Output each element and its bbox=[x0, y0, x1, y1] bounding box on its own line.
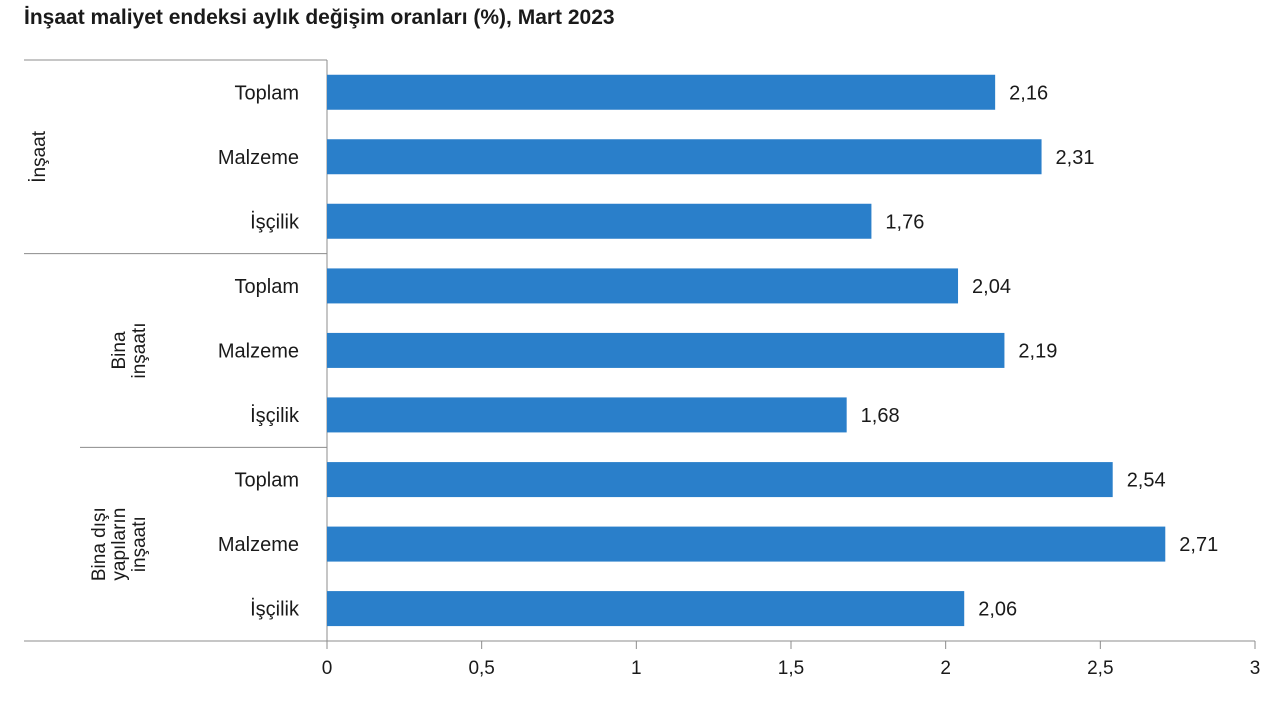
data-label: 1,68 bbox=[861, 405, 900, 427]
bar bbox=[327, 268, 959, 304]
group-label: yapıların bbox=[109, 508, 130, 581]
bar bbox=[327, 397, 847, 433]
category-label: İşçilik bbox=[250, 598, 300, 621]
bar bbox=[327, 74, 996, 110]
x-tick-label: 1 bbox=[631, 658, 642, 679]
bar bbox=[327, 139, 1042, 175]
data-label: 2,31 bbox=[1056, 147, 1095, 169]
data-label: 2,16 bbox=[1009, 82, 1048, 104]
category-label: Malzeme bbox=[218, 534, 299, 556]
bar bbox=[327, 526, 1166, 562]
data-label: 2,06 bbox=[978, 599, 1017, 621]
category-label: İşçilik bbox=[250, 404, 300, 427]
group-label: İnşaat bbox=[29, 130, 50, 182]
data-label: 2,71 bbox=[1179, 534, 1218, 556]
bar bbox=[327, 591, 965, 627]
category-label: Toplam bbox=[235, 470, 299, 492]
x-tick-label: 1,5 bbox=[778, 658, 804, 679]
x-tick-label: 0,5 bbox=[468, 658, 494, 679]
group-label: inşaatı bbox=[129, 323, 150, 379]
data-label: 2,04 bbox=[972, 276, 1011, 298]
chart-title: İnşaat maliyet endeksi aylık değişim ora… bbox=[24, 6, 615, 29]
group-label: Bina bbox=[109, 331, 130, 369]
category-label: İşçilik bbox=[250, 210, 300, 233]
x-tick-label: 2 bbox=[940, 658, 951, 679]
category-label: Toplam bbox=[235, 276, 299, 298]
group-label: Bina dışı bbox=[89, 507, 110, 581]
category-label: Malzeme bbox=[218, 340, 299, 362]
bar bbox=[327, 332, 1005, 368]
bar bbox=[327, 462, 1113, 498]
group-label: inşaatı bbox=[129, 516, 150, 572]
data-label: 1,76 bbox=[885, 211, 924, 233]
bar bbox=[327, 203, 872, 239]
x-tick-label: 2,5 bbox=[1087, 658, 1113, 679]
x-tick-label: 0 bbox=[322, 658, 333, 679]
data-label: 2,54 bbox=[1127, 470, 1166, 492]
data-label: 2,19 bbox=[1018, 340, 1057, 362]
x-tick-label: 3 bbox=[1250, 658, 1261, 679]
category-label: Malzeme bbox=[218, 147, 299, 169]
category-label: Toplam bbox=[235, 82, 299, 104]
